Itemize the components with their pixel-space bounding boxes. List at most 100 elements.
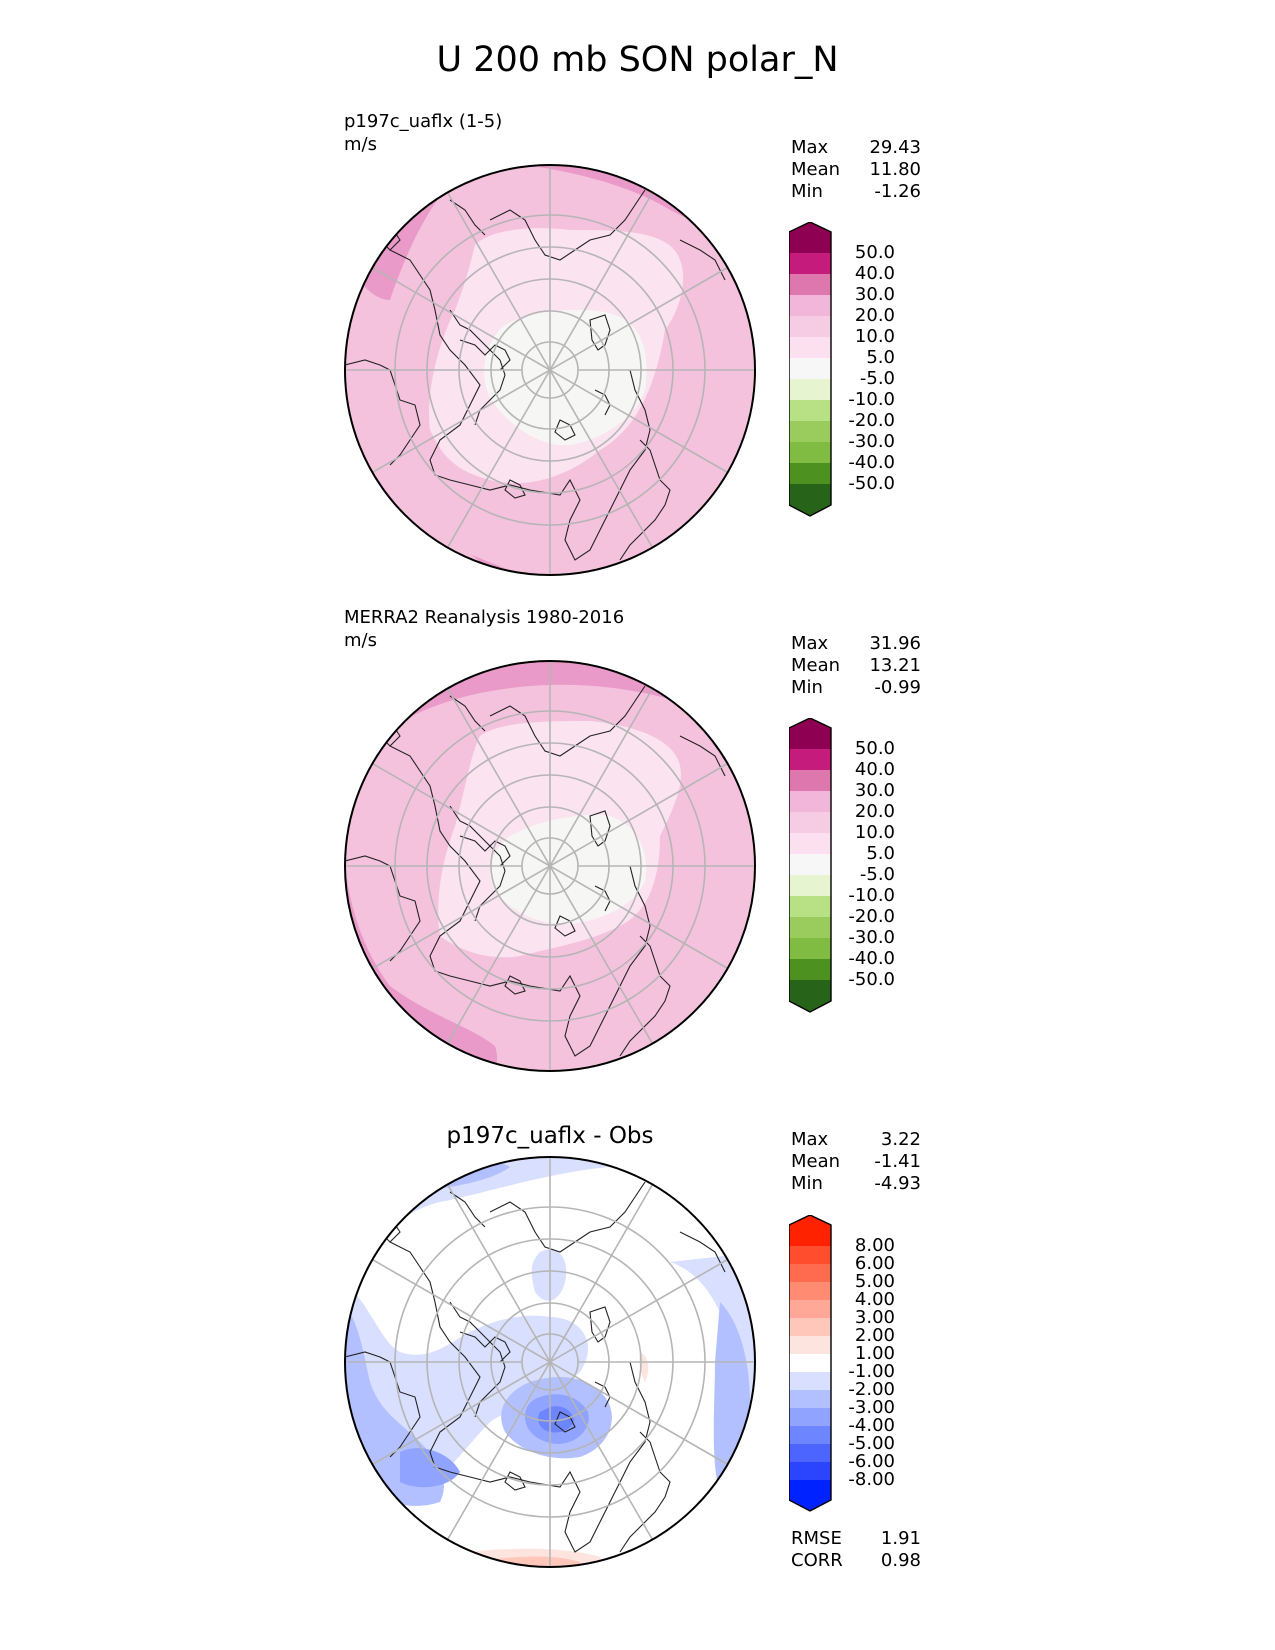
max-value: 31.96	[869, 633, 921, 654]
colorbar-cell	[789, 1300, 831, 1318]
tick-label: 10.0	[854, 326, 895, 347]
max-value: 29.43	[869, 137, 921, 158]
tick-label: -8.00	[848, 1469, 895, 1490]
reference-panel-units: m/s	[344, 630, 377, 651]
test-colorbar-ticks: 50.0 40.0 30.0 20.0 10.0 5.0 -5.0 -10.0 …	[830, 222, 895, 522]
test-stats: Max 29.43 Mean 11.80 Min -1.26	[791, 137, 921, 203]
min-label: Min	[791, 1173, 823, 1194]
min-value: -1.26	[874, 181, 921, 202]
colorbar-cell	[789, 812, 831, 833]
map-boundary	[344, 164, 756, 576]
tick-label: 20.0	[854, 801, 895, 822]
colorbar-cell	[789, 1408, 831, 1426]
tick-label: 4.00	[854, 1289, 895, 1310]
tick-label: -20.0	[848, 906, 895, 927]
tick-label: -5.0	[859, 368, 895, 389]
tick-label: 8.00	[854, 1235, 895, 1256]
field-contour	[400, 1448, 460, 1488]
colorbar-cell	[789, 1318, 831, 1336]
mean-label: Mean	[791, 1151, 841, 1172]
tick-label: -30.0	[848, 927, 895, 948]
tick-label: -10.0	[848, 885, 895, 906]
reference-panel-title: MERRA2 Reanalysis 1980-2016	[344, 607, 625, 628]
coastlines	[345, 685, 726, 1057]
tick-label: 30.0	[854, 284, 895, 305]
colorbar-cell	[789, 253, 831, 274]
colorbar-cell	[789, 718, 831, 749]
min-value: -4.93	[874, 1173, 921, 1194]
field-contour	[531, 1249, 567, 1301]
colorbar-cell	[789, 1282, 831, 1300]
max-value: 3.22	[880, 1129, 921, 1150]
reference-stats: Max 31.96 Mean 13.21 Min -0.99	[791, 633, 921, 699]
colorbar-cell	[789, 896, 831, 917]
reference-colorbar	[789, 718, 832, 1013]
tick-label: -10.0	[848, 389, 895, 410]
field-calm-core	[490, 814, 647, 925]
test-polar-map	[344, 164, 756, 576]
colorbar-outline	[789, 222, 832, 517]
map-boundary	[344, 660, 756, 1072]
graticule	[345, 1157, 755, 1567]
tick-label: -30.0	[848, 431, 895, 452]
tick-label: -50.0	[848, 969, 895, 990]
colorbar-cell	[789, 791, 831, 812]
corr-label: CORR	[791, 1550, 843, 1571]
difference-panel-title: p197c_uaflx - Obs	[446, 1123, 654, 1149]
difference-colorbar	[789, 1215, 832, 1512]
tick-label: -50.0	[848, 473, 895, 494]
tick-label: -40.0	[848, 452, 895, 473]
min-value: -0.99	[874, 677, 921, 698]
graticule	[345, 661, 755, 1071]
difference-colorbar-ticks: 8.00 6.00 5.00 4.00 3.00 2.00 1.00 -1.00…	[830, 1215, 895, 1515]
map-boundary	[344, 1156, 756, 1568]
colorbar-cell	[789, 854, 831, 875]
colorbar-cell	[789, 463, 831, 484]
difference-polar-map	[344, 1156, 756, 1568]
test-panel-units: m/s	[344, 134, 377, 155]
difference-error-stats: RMSE 1.91 CORR 0.98	[791, 1528, 921, 1572]
figure-title: U 200 mb SON polar_N	[436, 40, 839, 80]
tick-label: -40.0	[848, 948, 895, 969]
max-label: Max	[791, 633, 829, 654]
colorbar-cell	[789, 1336, 831, 1354]
mean-value: 11.80	[869, 159, 921, 180]
min-label: Min	[791, 181, 823, 202]
colorbar-outline	[789, 718, 832, 1013]
colorbar-cell	[789, 1444, 831, 1462]
tick-label: 50.0	[854, 738, 895, 759]
tick-label: -3.00	[848, 1397, 895, 1418]
reference-polar-map	[344, 660, 756, 1072]
colorbar-cell	[789, 1215, 831, 1246]
field-calm-core	[484, 309, 647, 446]
difference-stats: Max 3.22 Mean -1.41 Min -4.93	[791, 1129, 921, 1195]
field-jet-band	[345, 165, 490, 180]
colorbar-cell	[789, 938, 831, 959]
tick-label: -20.0	[848, 410, 895, 431]
colorbar-cell	[789, 917, 831, 938]
colorbar-cell	[789, 316, 831, 337]
tick-label: 5.0	[866, 843, 895, 864]
tick-label: 30.0	[854, 780, 895, 801]
tick-label: 40.0	[854, 759, 895, 780]
colorbar-cell	[789, 749, 831, 770]
colorbar-cell	[789, 337, 831, 358]
colorbar-cell	[789, 770, 831, 791]
max-label: Max	[791, 137, 829, 158]
colorbar-cell	[789, 421, 831, 442]
colorbar-cell	[789, 295, 831, 316]
field-contour	[490, 1556, 580, 1567]
field-contour	[538, 1406, 574, 1433]
tick-label: 20.0	[854, 305, 895, 326]
mean-label: Mean	[791, 159, 841, 180]
tick-label: 10.0	[854, 822, 895, 843]
colorbar-cell	[789, 442, 831, 463]
colorbar-cell	[789, 1354, 831, 1372]
min-label: Min	[791, 677, 823, 698]
tick-label: 2.00	[854, 1325, 895, 1346]
tick-label: 1.00	[854, 1343, 895, 1364]
tick-label: -4.00	[848, 1415, 895, 1436]
colorbar-cell	[789, 833, 831, 854]
colorbar-cell	[789, 1462, 831, 1480]
colorbar-cell	[789, 484, 831, 516]
